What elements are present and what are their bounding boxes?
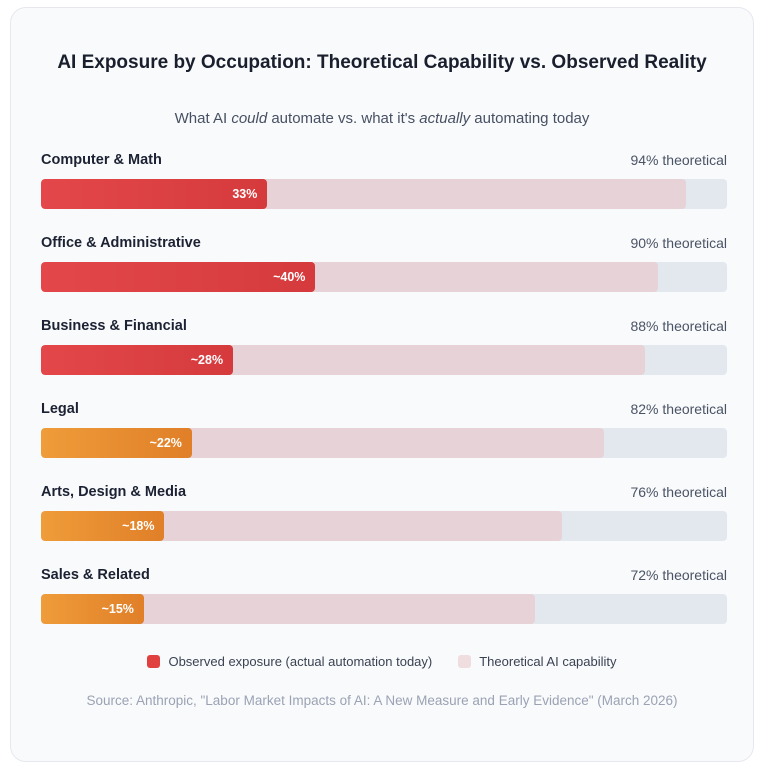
category-label: Business & Financial [41,318,187,334]
bar-track: ~22% [41,428,727,458]
category-label: Arts, Design & Media [41,484,187,500]
theoretical-value-label: 88% theoretical [630,318,727,334]
chart-subtitle: What AI could automate vs. what it's act… [11,110,753,127]
category-label: Computer & Math [41,152,162,168]
category-label: Sales & Related [41,567,150,583]
subtitle-part-3: automating today [470,110,590,127]
bar-track: ~28% [41,345,727,375]
legend-swatch-theoretical [458,655,472,668]
subtitle-emphasis-could: could [231,110,268,127]
observed-bar: ~28% [41,345,234,375]
legend-swatch-observed [147,655,161,668]
theoretical-value-label: 94% theoretical [630,152,727,168]
observed-bar: ~18% [41,511,165,541]
subtitle-part-1: What AI [174,110,232,127]
bar-track: 33% [41,179,727,209]
theoretical-value-label: 72% theoretical [630,567,727,583]
chart-card: AI Exposure by Occupation: Theoretical C… [10,7,754,762]
chart-legend: Observed exposure (actual automation tod… [11,654,753,669]
bar-row: Office & Administrative 90% theoretical ~4… [41,235,727,297]
category-label: Legal [41,401,79,417]
legend-item-theoretical: Theoretical AI capability [458,654,617,669]
bar-track: ~40% [41,262,727,292]
observed-bar: ~15% [41,594,144,624]
observed-value-label: 33% [232,187,258,201]
bar-row: Sales & Related 72% theoretical ~15% [41,567,727,629]
chart-title: AI Exposure by Occupation: Theoretical C… [57,52,707,73]
observed-bar: ~40% [41,262,316,292]
subtitle-part-2: automate vs. what it's [267,110,420,127]
bar-row: Computer & Math 94% theoretical 33% [41,152,727,214]
observed-value-label: ~15% [101,602,134,616]
observed-value-label: ~22% [149,436,182,450]
bar-row: Business & Financial 88% theoretical ~28% [41,318,727,380]
theoretical-value-label: 90% theoretical [630,235,727,251]
bar-row: Arts, Design & Media 76% theoretical ~18% [41,484,727,546]
legend-label-theoretical: Theoretical AI capability [479,654,617,669]
theoretical-value-label: 82% theoretical [630,401,727,417]
observed-bar: 33% [41,179,268,209]
subtitle-emphasis-actually: actually [419,110,471,127]
category-label: Office & Administrative [41,235,201,251]
bar-row: Legal 82% theoretical ~22% [41,401,727,463]
chart-source: Source: Anthropic, "Labor Market Impacts… [86,693,678,708]
legend-label-observed: Observed exposure (actual automation tod… [168,654,433,669]
bar-track: ~18% [41,511,727,541]
legend-item-observed: Observed exposure (actual automation tod… [147,654,432,669]
observed-value-label: ~28% [190,353,224,367]
bar-track: ~15% [41,594,727,624]
observed-bar: ~22% [41,428,192,458]
observed-value-label: ~40% [273,270,306,284]
theoretical-value-label: 76% theoretical [630,484,727,500]
observed-value-label: ~18% [122,519,155,533]
